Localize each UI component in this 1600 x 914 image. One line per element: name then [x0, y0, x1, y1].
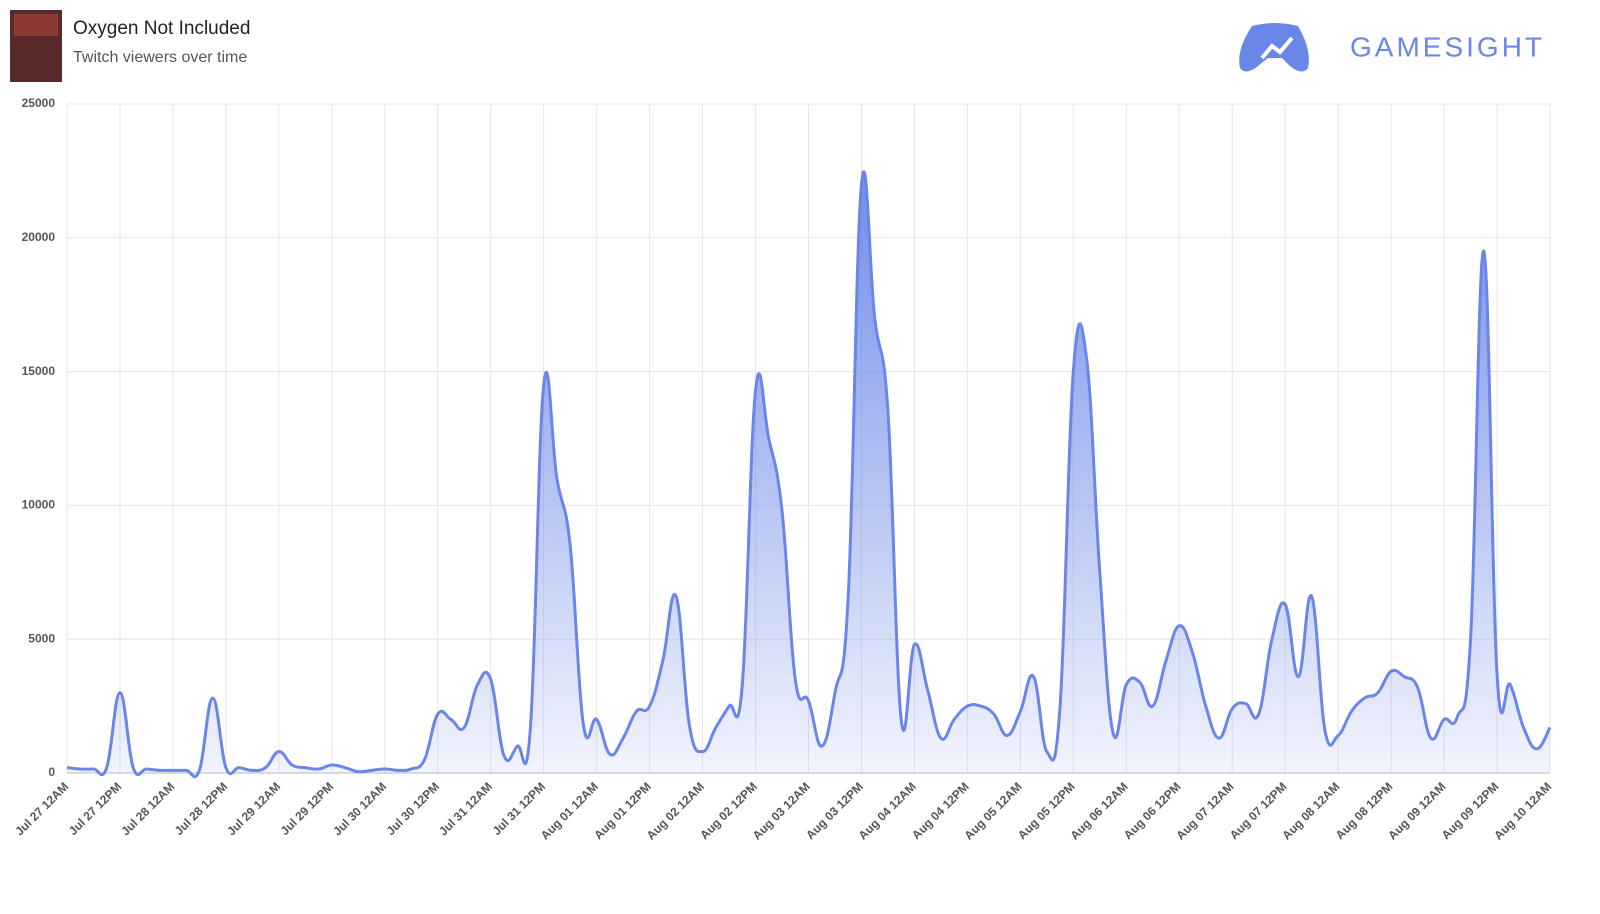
game-cover-logo [14, 14, 58, 36]
x-tick-label: Jul 27 12AM [12, 779, 71, 838]
x-tick-label: Jul 27 12PM [66, 779, 124, 837]
chart-title: Oxygen Not Included [73, 18, 250, 39]
brand-name: GAMESIGHT [1350, 31, 1545, 62]
chart-subtitle: Twitch viewers over time [73, 49, 247, 66]
x-tick-label: Jul 28 12PM [172, 779, 230, 837]
area [67, 171, 1550, 777]
y-tick-label: 15000 [22, 364, 56, 378]
y-tick-label: 25000 [22, 96, 56, 110]
y-tick-label: 5000 [28, 631, 55, 645]
x-tick-label: Jul 31 12AM [436, 779, 495, 838]
y-tick-label: 20000 [22, 230, 56, 244]
y-tick-label: 0 [48, 765, 55, 779]
brand-logo [1239, 23, 1309, 72]
y-tick-label: 10000 [22, 498, 56, 512]
x-tick-label: Jul 29 12PM [278, 779, 336, 837]
x-tick-label: Jul 30 12AM [330, 779, 389, 838]
x-tick-label: Jul 28 12AM [118, 779, 177, 838]
line [66, 170, 1552, 779]
x-tick-label: Jul 29 12AM [224, 779, 283, 838]
x-tick-label: Jul 30 12PM [384, 779, 442, 837]
x-tick-label: Jul 31 12PM [490, 779, 548, 837]
